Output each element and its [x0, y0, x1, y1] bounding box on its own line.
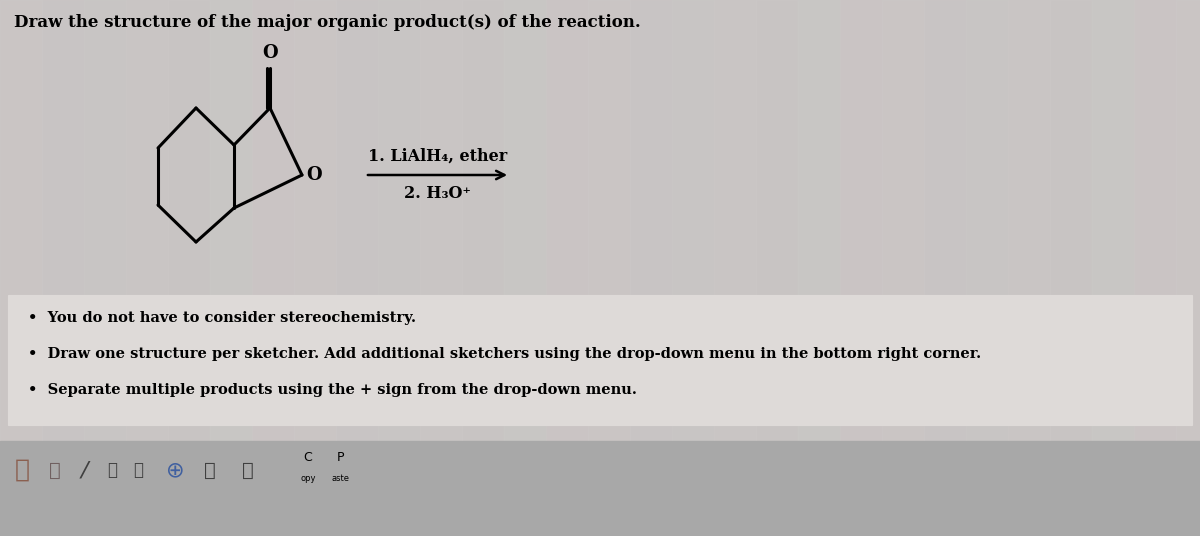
Text: aste: aste [331, 474, 349, 483]
Bar [630, 0, 672, 536]
Text: ✋: ✋ [14, 458, 30, 482]
Bar [336, 0, 378, 536]
Bar [756, 0, 798, 536]
Text: ⊕: ⊕ [166, 460, 185, 480]
Bar [546, 0, 588, 536]
Bar [1092, 0, 1134, 536]
Bar [1176, 0, 1200, 536]
Text: 🔔: 🔔 [49, 460, 61, 480]
Bar [8, 295, 1192, 425]
Text: /: / [80, 460, 88, 480]
Bar [882, 0, 924, 536]
Bar [588, 0, 630, 536]
Text: 1. LiAlH₄, ether: 1. LiAlH₄, ether [368, 148, 508, 165]
Bar [0, 0, 42, 536]
Text: •  Draw one structure per sketcher. Add additional sketchers using the drop-down: • Draw one structure per sketcher. Add a… [28, 347, 982, 361]
Text: 🔍: 🔍 [242, 460, 254, 480]
Bar [0, 441, 1200, 536]
Bar [126, 0, 168, 536]
Bar [1134, 0, 1176, 536]
Bar [924, 0, 966, 536]
Bar [378, 0, 420, 536]
Text: C: C [304, 451, 312, 464]
Bar [84, 0, 126, 536]
Text: •  You do not have to consider stereochemistry.: • You do not have to consider stereochem… [28, 311, 416, 325]
Bar [504, 0, 546, 536]
Text: O: O [306, 166, 322, 184]
Bar [840, 0, 882, 536]
Text: opy: opy [300, 474, 316, 483]
Text: 🔍: 🔍 [204, 460, 216, 480]
Text: O: O [262, 44, 278, 62]
Text: P: P [336, 451, 343, 464]
Bar [42, 0, 84, 536]
Bar [294, 0, 336, 536]
Bar [672, 0, 714, 536]
Text: Draw the structure of the major organic product(s) of the reaction.: Draw the structure of the major organic … [14, 14, 641, 31]
Bar [420, 0, 462, 536]
Bar [966, 0, 1008, 536]
Text: 〜: 〜 [133, 461, 143, 479]
Bar [210, 0, 252, 536]
Bar [1008, 0, 1050, 536]
Bar [798, 0, 840, 536]
Text: 〜: 〜 [107, 461, 118, 479]
Bar [168, 0, 210, 536]
Bar [1050, 0, 1092, 536]
Bar [714, 0, 756, 536]
Text: •  Separate multiple products using the + sign from the drop-down menu.: • Separate multiple products using the +… [28, 383, 637, 397]
Text: 2. H₃O⁺: 2. H₃O⁺ [404, 185, 470, 202]
Bar [462, 0, 504, 536]
Bar [252, 0, 294, 536]
